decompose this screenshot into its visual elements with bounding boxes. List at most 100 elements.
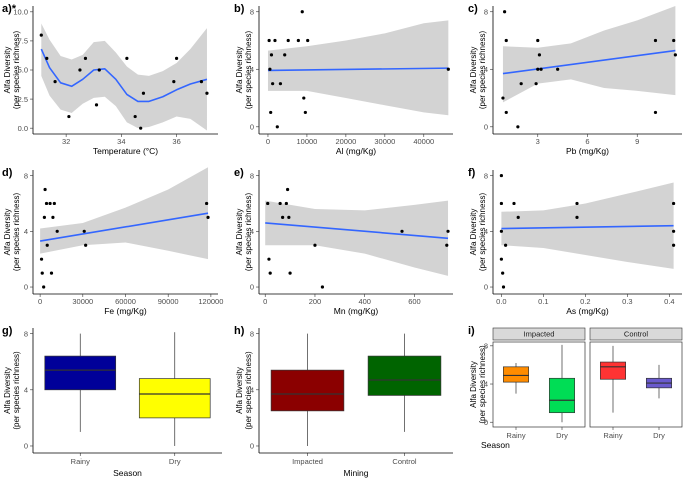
y-axis-label: Alfa Diversity xyxy=(3,47,12,94)
x-tick-label: 0.2 xyxy=(580,297,590,306)
data-point xyxy=(269,53,274,57)
y-tick-label: 4 xyxy=(484,227,488,236)
data-point xyxy=(446,67,450,71)
y-tick-label: 5.0 xyxy=(18,66,28,75)
data-point xyxy=(536,67,540,71)
y-tick-label: 0 xyxy=(250,283,254,292)
y-tick-label: 4 xyxy=(484,65,488,74)
facet-panel xyxy=(589,341,683,428)
box-dry xyxy=(548,377,575,414)
panel-f: 0.0 0.1 0.2 0.3 0.4 As (mg/Kg) Alfa Diversity(… xyxy=(468,167,682,316)
data-point xyxy=(83,56,88,60)
y-tick-label: 8 xyxy=(484,171,488,180)
x-tick-label: 9 xyxy=(635,137,639,146)
data-point xyxy=(125,56,129,60)
confidence-band xyxy=(267,20,449,116)
data-point xyxy=(504,243,508,247)
y-tick-label: 4 xyxy=(250,227,254,236)
data-point xyxy=(45,243,49,247)
y-axis-label: Alfa Diversity xyxy=(469,47,478,94)
data-point xyxy=(52,201,56,206)
data-point xyxy=(672,38,676,43)
data-point xyxy=(39,33,43,37)
x-axis-label: Mining xyxy=(343,468,368,478)
x-axis-label: Mn (mg/Kg) xyxy=(334,306,379,316)
x-tick-label: Dry xyxy=(169,457,181,466)
y-tick-label: 0 xyxy=(484,123,488,132)
y-tick-label: 10.0 xyxy=(13,8,28,17)
y-axis-label: Alfa Diversity xyxy=(3,209,12,256)
y-tick-label: 8 xyxy=(24,329,28,338)
y-tick-label: 8 xyxy=(250,171,254,180)
y-axis-label-sub: (per species richness) xyxy=(244,31,253,110)
data-point xyxy=(501,285,506,289)
y-tick-label: 2.5 xyxy=(18,95,28,104)
data-point xyxy=(42,285,46,289)
data-point xyxy=(504,38,508,43)
facet-panel xyxy=(492,341,586,428)
data-point xyxy=(313,243,317,247)
x-tick-label: 6 xyxy=(585,137,589,146)
data-point xyxy=(286,38,290,43)
x-axis-label: Fe (mg/Kg) xyxy=(104,306,147,316)
data-point xyxy=(82,229,86,233)
data-point xyxy=(267,257,271,261)
x-tick-label: 0.0 xyxy=(496,297,506,306)
x-tick-label: 10000 xyxy=(296,137,317,146)
data-point xyxy=(133,114,137,119)
y-tick-label: 8 xyxy=(250,7,254,16)
x-tick-label: Impacted xyxy=(292,457,323,466)
data-point xyxy=(51,215,55,219)
data-point xyxy=(286,187,290,192)
y-axis-label: Alfa Diversity xyxy=(235,367,244,414)
x-tick-label: 600 xyxy=(408,297,421,306)
confidence-band xyxy=(502,6,676,103)
data-point xyxy=(302,96,306,100)
x-tick-label: 90000 xyxy=(158,297,179,306)
box-impacted xyxy=(270,369,345,412)
x-tick-label: 30000 xyxy=(72,297,93,306)
data-point xyxy=(49,271,54,275)
data-point xyxy=(306,38,310,43)
panel-label: e) xyxy=(234,167,244,179)
y-tick-label: 7.5 xyxy=(18,37,28,46)
data-point xyxy=(269,110,273,115)
x-tick-label: 0.3 xyxy=(622,297,632,306)
facet-strip-label: Control xyxy=(624,330,649,339)
data-point xyxy=(172,80,176,84)
data-point xyxy=(78,68,82,72)
y-axis-label: Alfa Diversity xyxy=(469,361,478,408)
x-tick-label: 34 xyxy=(117,137,125,146)
data-point xyxy=(278,201,282,206)
x-tick-label: 120000 xyxy=(198,297,223,306)
confidence-band xyxy=(41,23,207,131)
x-axis-label: Temperature (°C) xyxy=(93,146,158,156)
x-axis-label: As (mg/Kg) xyxy=(566,306,609,316)
y-tick-label: 4 xyxy=(24,227,28,236)
panel-label: b) xyxy=(234,3,245,15)
data-point xyxy=(94,103,99,107)
y-tick-label: 8 xyxy=(484,342,488,351)
panel-label: f) xyxy=(468,167,476,179)
data-point xyxy=(501,96,505,100)
x-tick-label: Dry xyxy=(653,431,665,440)
x-tick-label: 0 xyxy=(266,137,270,146)
y-axis-label: Alfa Diversity xyxy=(469,209,478,256)
x-tick-label: 3 xyxy=(536,137,540,146)
y-tick-label: 8 xyxy=(484,7,488,16)
y-axis-label: Alfa Diversity xyxy=(235,47,244,94)
y-tick-label: 0 xyxy=(250,442,254,451)
y-axis-label: Alfa Diversity xyxy=(3,367,12,414)
data-point xyxy=(672,243,676,247)
fit-line xyxy=(502,49,676,75)
box-rainy xyxy=(599,361,626,380)
y-tick-label: 4 xyxy=(484,380,488,389)
panel-a: 32 34 36 Temperature (°C) Alfa Diversity (per… xyxy=(2,3,218,156)
y-axis-label-sub: (per species richness) xyxy=(12,351,21,430)
y-axis-label-sub: (per species richness) xyxy=(244,351,253,430)
x-axis-label: Season xyxy=(481,440,510,450)
data-point xyxy=(284,201,288,206)
data-point xyxy=(267,38,271,43)
data-point xyxy=(266,201,270,206)
y-axis-label-sub: (per species richness) xyxy=(478,193,487,272)
